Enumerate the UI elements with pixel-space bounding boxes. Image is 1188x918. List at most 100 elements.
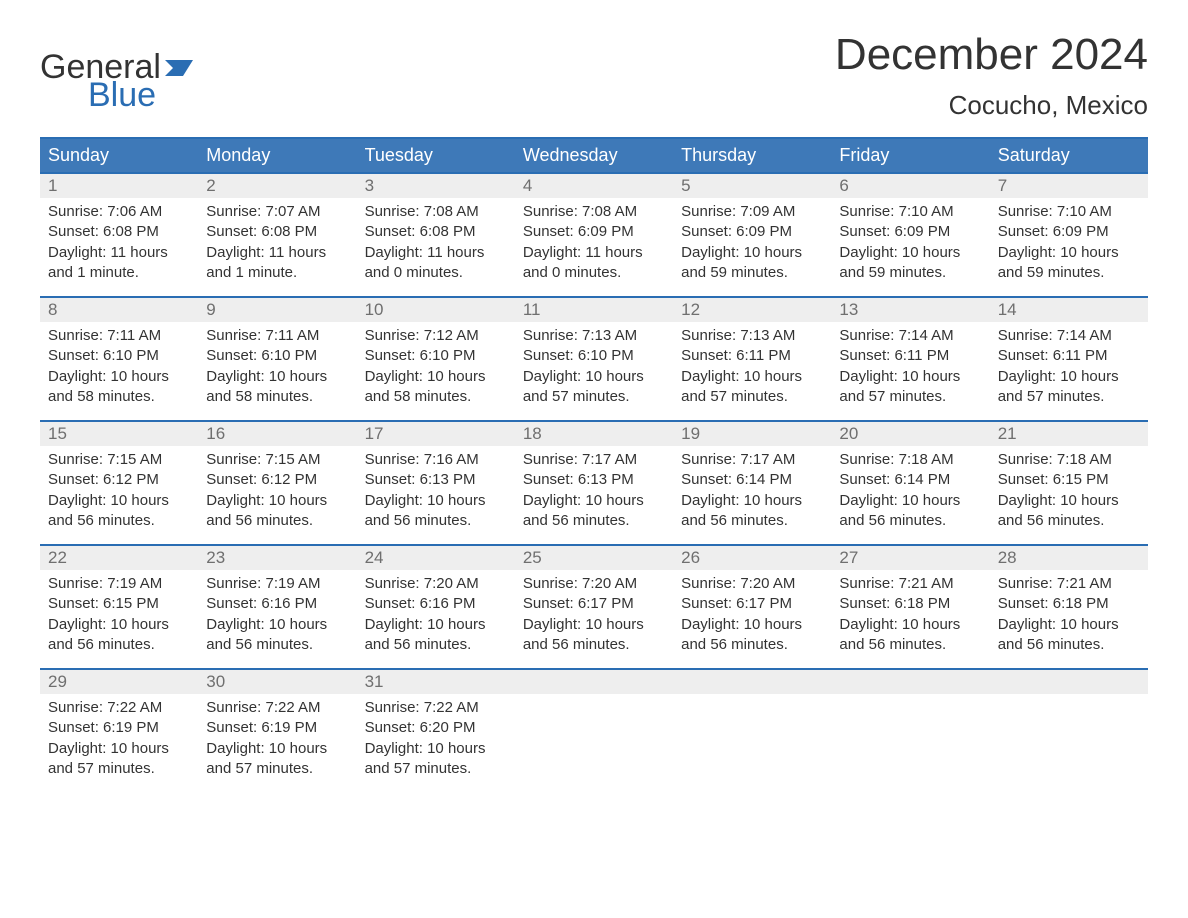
calendar-day: 30Sunrise: 7:22 AMSunset: 6:19 PMDayligh… bbox=[198, 670, 356, 792]
calendar-day: 11Sunrise: 7:13 AMSunset: 6:10 PMDayligh… bbox=[515, 298, 673, 420]
sunrise-text: Sunrise: 7:11 AM bbox=[206, 326, 348, 346]
sunrise-text: Sunrise: 7:18 AM bbox=[998, 450, 1140, 470]
weekday-header-row: Sunday Monday Tuesday Wednesday Thursday… bbox=[40, 137, 1148, 174]
header-bar: General Blue December 2024 Cocucho, Mexi… bbox=[40, 30, 1148, 121]
daylight-text: Daylight: 10 hours and 56 minutes. bbox=[839, 615, 981, 656]
weekday-header: Saturday bbox=[990, 139, 1148, 172]
daylight-text: Daylight: 10 hours and 56 minutes. bbox=[206, 491, 348, 532]
daylight-text: Daylight: 11 hours and 1 minute. bbox=[206, 243, 348, 284]
sunset-text: Sunset: 6:17 PM bbox=[681, 594, 823, 614]
day-number: 26 bbox=[673, 546, 831, 570]
calendar-day: 13Sunrise: 7:14 AMSunset: 6:11 PMDayligh… bbox=[831, 298, 989, 420]
sunset-text: Sunset: 6:11 PM bbox=[998, 346, 1140, 366]
weekday-header: Friday bbox=[831, 139, 989, 172]
calendar-day: 31 Sunrise: 7:22 AMSunset: 6:20 PMDayligh… bbox=[357, 670, 515, 792]
day-body: Sunrise: 7:07 AMSunset: 6:08 PMDaylight:… bbox=[198, 198, 356, 283]
daylight-text: Daylight: 10 hours and 56 minutes. bbox=[48, 615, 190, 656]
sunrise-text: Sunrise: 7:22 AM bbox=[365, 698, 507, 718]
calendar-day: 23Sunrise: 7:19 AMSunset: 6:16 PMDayligh… bbox=[198, 546, 356, 668]
day-body: Sunrise: 7:17 AMSunset: 6:14 PMDaylight:… bbox=[673, 446, 831, 531]
daylight-text: Daylight: 10 hours and 57 minutes. bbox=[48, 739, 190, 780]
day-body: Sunrise: 7:15 AMSunset: 6:12 PMDaylight:… bbox=[198, 446, 356, 531]
calendar-day: 2Sunrise: 7:07 AMSunset: 6:08 PMDaylight… bbox=[198, 174, 356, 296]
sunset-text: Sunset: 6:15 PM bbox=[48, 594, 190, 614]
calendar-week: 8Sunrise: 7:11 AMSunset: 6:10 PMDaylight… bbox=[40, 296, 1148, 420]
daylight-text: Daylight: 10 hours and 57 minutes. bbox=[365, 739, 507, 780]
day-number: 3 bbox=[357, 174, 515, 198]
calendar-day: 12Sunrise: 7:13 AMSunset: 6:11 PMDayligh… bbox=[673, 298, 831, 420]
day-body: Sunrise: 7:10 AMSunset: 6:09 PMDaylight:… bbox=[990, 198, 1148, 283]
daylight-text: Daylight: 10 hours and 57 minutes. bbox=[206, 739, 348, 780]
sunrise-text: Sunrise: 7:22 AM bbox=[48, 698, 190, 718]
calendar-week: 22Sunrise: 7:19 AMSunset: 6:15 PMDayligh… bbox=[40, 544, 1148, 668]
calendar-day bbox=[990, 670, 1148, 792]
sunset-text: Sunset: 6:10 PM bbox=[48, 346, 190, 366]
day-number: 29 bbox=[40, 670, 198, 694]
day-body: Sunrise: 7:22 AMSunset: 6:19 PMDaylight:… bbox=[40, 694, 198, 779]
day-number: 2 bbox=[198, 174, 356, 198]
daylight-text: Daylight: 10 hours and 57 minutes. bbox=[523, 367, 665, 408]
calendar-day: 7Sunrise: 7:10 AMSunset: 6:09 PMDaylight… bbox=[990, 174, 1148, 296]
sunrise-text: Sunrise: 7:16 AM bbox=[365, 450, 507, 470]
day-number: 31 bbox=[357, 670, 515, 694]
day-body: Sunrise: 7:20 AMSunset: 6:17 PMDaylight:… bbox=[673, 570, 831, 655]
calendar-day: 3Sunrise: 7:08 AMSunset: 6:08 PMDaylight… bbox=[357, 174, 515, 296]
day-body: Sunrise: 7:06 AMSunset: 6:08 PMDaylight:… bbox=[40, 198, 198, 283]
sunset-text: Sunset: 6:13 PM bbox=[365, 470, 507, 490]
sunset-text: Sunset: 6:09 PM bbox=[998, 222, 1140, 242]
sunrise-text: Sunrise: 7:18 AM bbox=[839, 450, 981, 470]
weeks-container: 1Sunrise: 7:06 AMSunset: 6:08 PMDaylight… bbox=[40, 174, 1148, 792]
day-number bbox=[831, 670, 989, 694]
sunrise-text: Sunrise: 7:19 AM bbox=[48, 574, 190, 594]
flag-icon bbox=[165, 60, 193, 78]
calendar-day: 27Sunrise: 7:21 AMSunset: 6:18 PMDayligh… bbox=[831, 546, 989, 668]
day-number: 30 bbox=[198, 670, 356, 694]
day-number: 19 bbox=[673, 422, 831, 446]
day-number: 7 bbox=[990, 174, 1148, 198]
day-body: Sunrise: 7:13 AMSunset: 6:11 PMDaylight:… bbox=[673, 322, 831, 407]
page-subtitle: Cocucho, Mexico bbox=[835, 90, 1148, 121]
sunrise-text: Sunrise: 7:08 AM bbox=[365, 202, 507, 222]
sunset-text: Sunset: 6:10 PM bbox=[365, 346, 507, 366]
calendar-day: 26Sunrise: 7:20 AMSunset: 6:17 PMDayligh… bbox=[673, 546, 831, 668]
sunset-text: Sunset: 6:18 PM bbox=[839, 594, 981, 614]
daylight-text: Daylight: 10 hours and 59 minutes. bbox=[839, 243, 981, 284]
daylight-text: Daylight: 10 hours and 58 minutes. bbox=[206, 367, 348, 408]
sunset-text: Sunset: 6:10 PM bbox=[206, 346, 348, 366]
day-body: Sunrise: 7:21 AMSunset: 6:18 PMDaylight:… bbox=[990, 570, 1148, 655]
day-number: 22 bbox=[40, 546, 198, 570]
sunset-text: Sunset: 6:09 PM bbox=[839, 222, 981, 242]
day-number: 21 bbox=[990, 422, 1148, 446]
sunrise-text: Sunrise: 7:20 AM bbox=[365, 574, 507, 594]
daylight-text: Daylight: 10 hours and 56 minutes. bbox=[839, 491, 981, 532]
sunset-text: Sunset: 6:20 PM bbox=[365, 718, 507, 738]
sunrise-text: Sunrise: 7:20 AM bbox=[681, 574, 823, 594]
calendar-day: 29Sunrise: 7:22 AMSunset: 6:19 PMDayligh… bbox=[40, 670, 198, 792]
calendar-day: 6Sunrise: 7:10 AMSunset: 6:09 PMDaylight… bbox=[831, 174, 989, 296]
sunrise-text: Sunrise: 7:06 AM bbox=[48, 202, 190, 222]
sunrise-text: Sunrise: 7:10 AM bbox=[998, 202, 1140, 222]
sunset-text: Sunset: 6:08 PM bbox=[206, 222, 348, 242]
day-number: 25 bbox=[515, 546, 673, 570]
day-body: Sunrise: 7:16 AMSunset: 6:13 PMDaylight:… bbox=[357, 446, 515, 531]
day-body: Sunrise: 7:18 AMSunset: 6:15 PMDaylight:… bbox=[990, 446, 1148, 531]
day-body: Sunrise: 7:20 AMSunset: 6:16 PMDaylight:… bbox=[357, 570, 515, 655]
day-number: 28 bbox=[990, 546, 1148, 570]
daylight-text: Daylight: 11 hours and 1 minute. bbox=[48, 243, 190, 284]
day-body: Sunrise: 7:12 AMSunset: 6:10 PMDaylight:… bbox=[357, 322, 515, 407]
sunrise-text: Sunrise: 7:21 AM bbox=[998, 574, 1140, 594]
day-body: Sunrise: 7:19 AMSunset: 6:15 PMDaylight:… bbox=[40, 570, 198, 655]
calendar-day: 18Sunrise: 7:17 AMSunset: 6:13 PMDayligh… bbox=[515, 422, 673, 544]
day-body bbox=[831, 694, 989, 698]
daylight-text: Daylight: 11 hours and 0 minutes. bbox=[365, 243, 507, 284]
day-number: 27 bbox=[831, 546, 989, 570]
sunset-text: Sunset: 6:14 PM bbox=[839, 470, 981, 490]
sunrise-text: Sunrise: 7:19 AM bbox=[206, 574, 348, 594]
weekday-header: Monday bbox=[198, 139, 356, 172]
calendar-day: 9Sunrise: 7:11 AMSunset: 6:10 PMDaylight… bbox=[198, 298, 356, 420]
day-number: 23 bbox=[198, 546, 356, 570]
daylight-text: Daylight: 10 hours and 57 minutes. bbox=[681, 367, 823, 408]
daylight-text: Daylight: 10 hours and 56 minutes. bbox=[681, 491, 823, 532]
daylight-text: Daylight: 10 hours and 56 minutes. bbox=[206, 615, 348, 656]
calendar-day: 28Sunrise: 7:21 AMSunset: 6:18 PMDayligh… bbox=[990, 546, 1148, 668]
